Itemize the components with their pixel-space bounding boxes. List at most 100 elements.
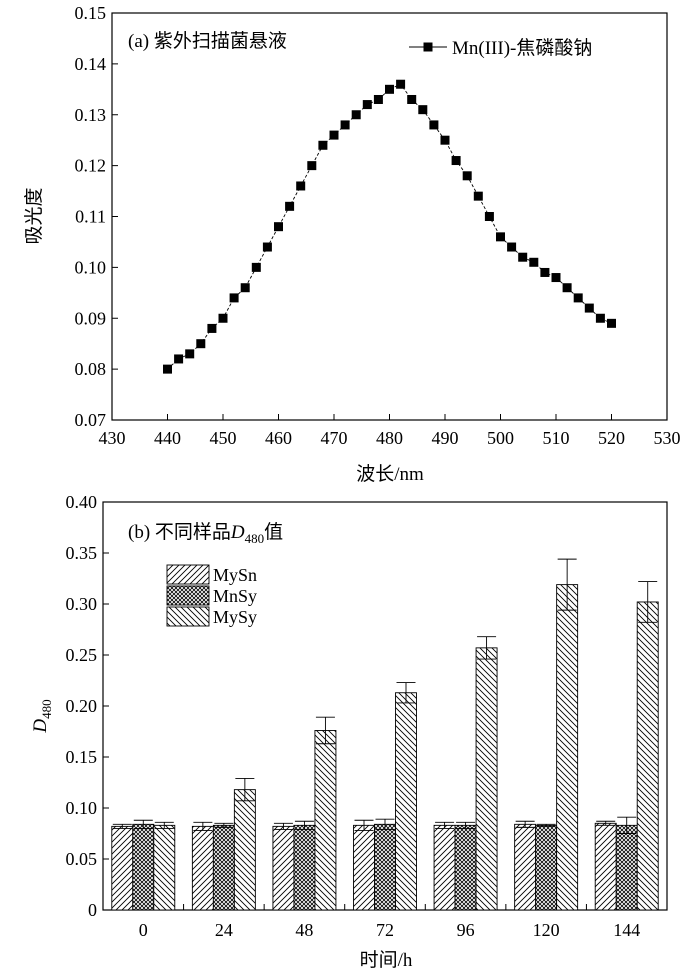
chart-b-x-tick-label: 72 <box>376 920 394 940</box>
chart-b-legend-swatch <box>166 585 210 606</box>
chart-a-x-tick-label: 520 <box>598 428 625 448</box>
chart-a-series <box>163 79 616 374</box>
chart-a-data-point <box>562 283 572 293</box>
chart-a-x-tick-label: 490 <box>432 428 459 448</box>
chart-b-y-ticks: 0 0.05 0.10 0.15 0.20 0.25 0.30 0.35 0.40 <box>66 492 109 920</box>
chart-a-data-point <box>440 135 450 145</box>
chart-a-data-point <box>340 120 350 130</box>
chart-a-y-tick-label: 0.11 <box>75 207 106 227</box>
chart-a: 0.07 0.08 0.09 0.10 0.11 0.12 0.13 0.14 0.15 430… <box>23 3 681 485</box>
chart-b-bar <box>556 584 579 911</box>
chart-b-x-tick-label: 48 <box>295 920 313 940</box>
chart-a-x-tick-label: 440 <box>154 428 181 448</box>
chart-b-bar <box>636 601 659 911</box>
chart-b-title-sub: 480 <box>245 531 265 546</box>
chart-a-data-point <box>174 354 184 364</box>
chart-a-x-tick-label: 450 <box>210 428 237 448</box>
chart-a-data-point <box>318 140 328 150</box>
chart-b-x-axis-label: 时间/h <box>360 949 413 971</box>
chart-a-data-point <box>296 181 306 191</box>
chart-a-data-point <box>484 212 494 221</box>
chart-a-y-tick-label: 0.07 <box>75 410 107 430</box>
chart-b-bar <box>514 823 537 911</box>
chart-b-legend-label: MySy <box>213 607 257 627</box>
chart-b-bar <box>395 692 417 911</box>
chart-b-x-ticks: 0 24 48 72 96 120 144 <box>139 904 640 940</box>
chart-a-data-point <box>473 191 483 201</box>
chart-b-y-tick-label: 0.15 <box>66 747 98 767</box>
chart-a-x-tick-label: 530 <box>654 428 681 448</box>
chart-a-data-point <box>218 313 228 323</box>
chart-b-y-axis-sub: 480 <box>39 699 54 719</box>
chart-b-bar <box>212 824 235 911</box>
chart-b-bar <box>475 647 498 911</box>
chart-b-y-tick-label: 0.40 <box>66 492 98 512</box>
chart-a-y-tick-label: 0.13 <box>75 105 107 125</box>
chart-a-data-point <box>329 130 339 140</box>
chart-a-data-point <box>229 293 239 303</box>
chart-a-data-point <box>496 232 505 242</box>
chart-a-data-point <box>385 84 394 94</box>
chart-b-bar <box>153 824 176 911</box>
chart-a-data-point <box>418 105 428 115</box>
chart-a-data-point <box>163 364 172 374</box>
chart-a-data-point <box>285 201 295 211</box>
chart-a-data-point <box>185 349 195 359</box>
chart-a-y-ticks: 0.07 0.08 0.09 0.10 0.11 0.12 0.13 0.14 0.15 <box>75 3 118 430</box>
chart-a-data-point <box>196 339 206 349</box>
chart-a-x-ticks: 430 440 450 460 470 480 490 500 510 520 530 <box>99 414 681 448</box>
chart-a-data-point <box>607 318 616 328</box>
chart-a-series-line <box>167 83 612 370</box>
chart-b-legend-label: MnSy <box>213 586 257 606</box>
chart-a-y-tick-label: 0.08 <box>75 359 107 379</box>
chart-a-y-tick-label: 0.10 <box>75 257 107 277</box>
chart-a-data-point <box>407 94 417 104</box>
chart-b-legend-swatch <box>166 564 210 585</box>
chart-a-data-point <box>540 267 550 277</box>
chart-a-data-point <box>429 120 439 130</box>
chart-a-data-point <box>584 303 594 313</box>
chart-b-legend-label: MySn <box>213 565 257 585</box>
chart-a-data-point <box>207 323 217 333</box>
chart-a-data-point <box>595 313 605 323</box>
chart-b-x-tick-label: 144 <box>613 920 640 940</box>
chart-b-title-var: D <box>230 522 245 543</box>
chart-b-bar <box>272 825 295 911</box>
chart-b-y-tick-label: 0.05 <box>66 849 98 869</box>
chart-b-bar <box>233 789 256 911</box>
chart-b-bar <box>293 824 316 911</box>
chart-a-legend-marker <box>423 42 433 52</box>
chart-b-title-suffix: 值 <box>264 521 283 543</box>
chart-a-data-point <box>451 156 461 166</box>
chart-a-legend: Mn(III)-焦磷酸钠 <box>409 37 592 59</box>
chart-b-bar <box>374 823 396 911</box>
chart-a-data-point <box>507 242 517 252</box>
chart-b-bar <box>353 824 375 911</box>
chart-b-legend-swatch <box>166 606 210 627</box>
chart-a-data-point <box>396 79 406 89</box>
chart-b-bar <box>594 822 617 911</box>
chart-b-bar <box>535 824 558 911</box>
chart-b-title: (b) 不同样品D480值 <box>128 521 283 546</box>
chart-b-x-tick-label: 24 <box>215 920 233 940</box>
chart-b-y-tick-label: 0.10 <box>66 798 98 818</box>
chart-b-bar <box>111 825 134 911</box>
chart-a-x-tick-label: 510 <box>543 428 570 448</box>
chart-b-bar <box>433 824 456 911</box>
chart-a-data-point <box>262 242 272 252</box>
chart-b-y-tick-label: 0.25 <box>66 645 98 665</box>
chart-a-x-tick-label: 470 <box>321 428 348 448</box>
chart-b-y-tick-label: 0 <box>88 900 97 920</box>
chart-b-y-axis-var: D <box>30 719 51 734</box>
chart-a-data-point <box>551 273 561 283</box>
chart-b-y-axis-label: D480 <box>30 699 54 733</box>
chart-a-y-tick-label: 0.12 <box>75 156 107 176</box>
chart-b-bar <box>615 824 638 911</box>
chart-a-data-point <box>518 252 528 262</box>
chart-b-bar <box>454 824 477 911</box>
chart-b-x-tick-label: 120 <box>533 920 560 940</box>
chart-a-x-tick-label: 500 <box>487 428 514 448</box>
chart-b-y-tick-label: 0.30 <box>66 594 98 614</box>
chart-b-bars <box>111 558 659 911</box>
